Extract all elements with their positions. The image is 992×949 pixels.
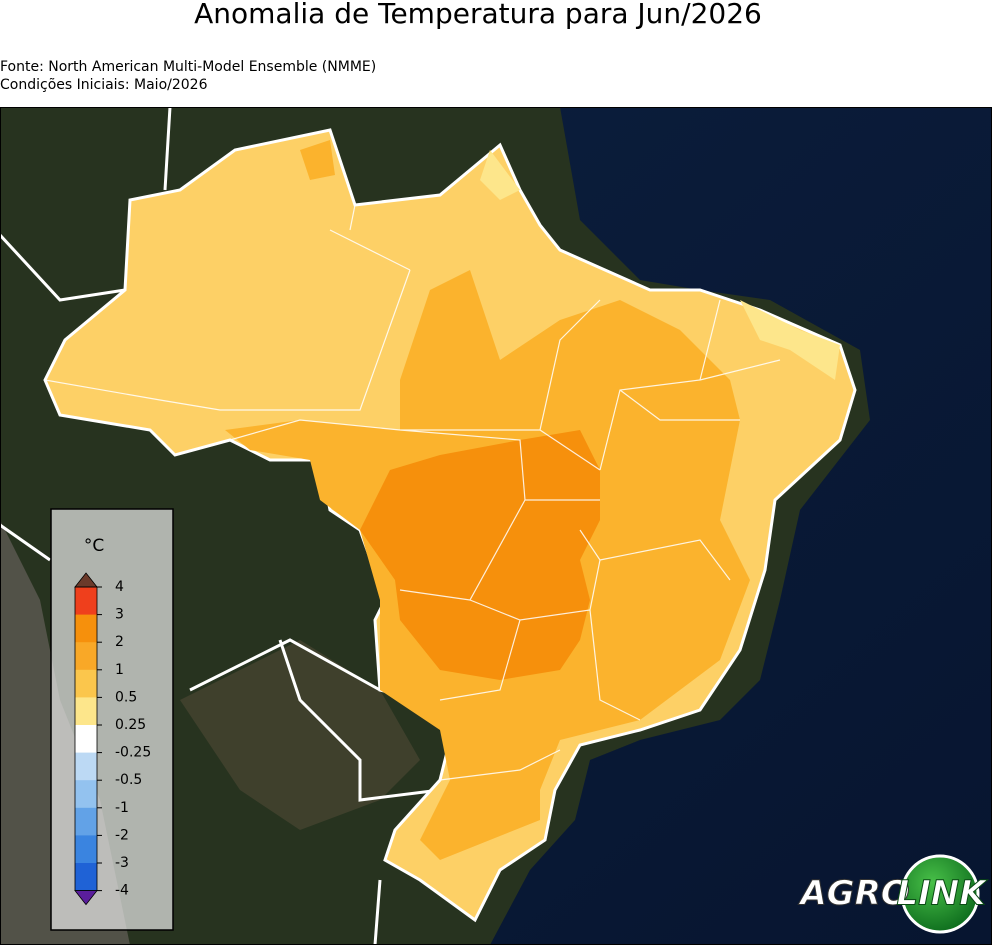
colorbar-segment [75,642,97,671]
colorbar-tick-label: 0.25 [115,717,146,733]
logo: AGRO LINK [797,854,989,934]
colorbar-tick-label: 4 [115,579,124,595]
colorbar-segment [75,697,97,726]
colorbar-panel: °C 4 3 2 1 0.5 0.25 -0.25 -0.5 -1 -2 -3 -4 [50,508,174,931]
colorbar-segment [75,725,97,754]
colorbar-tick-label: -0.5 [115,772,142,788]
colorbar-tick-label: -0.25 [115,745,151,761]
colorbar-tick-label: -3 [115,855,129,871]
colorbar-segment [75,752,97,781]
colorbar-box [50,508,174,931]
colorbar-segment [75,614,97,643]
state-borders [44,204,781,781]
colorbar-tick-label: 1 [115,662,124,678]
country-borders [0,106,477,946]
title: Anomalia de Temperatura para Jun/2026 [194,0,762,30]
colorbar-tick-label: -4 [115,883,129,899]
colorbar-segment [75,587,97,616]
logo-left: AGRO [797,874,909,914]
logo-right: LINK [896,874,988,914]
colorbar-tick-label: 2 [115,634,124,650]
colorbar-segment [75,835,97,864]
colorbar-segment [75,807,97,836]
colorbar-tick-label: 0.5 [115,689,137,705]
colorbar-unit: °C [84,536,104,556]
colorbar-outline [74,586,98,892]
colorbar-segment [75,863,97,892]
map [0,106,992,946]
colorbar-segment [75,780,97,809]
colorbar-tick-label: -2 [115,827,129,843]
colorbar-tick-label: 3 [115,607,124,623]
initial-conditions: Condições Iniciais: Maio/2026 [0,77,208,93]
colorbar-tick-label: -1 [115,800,129,816]
colorbar-segment [75,669,97,698]
logo-circle [900,854,980,934]
source: Fonte: North American Multi-Model Ensemb… [0,59,376,75]
